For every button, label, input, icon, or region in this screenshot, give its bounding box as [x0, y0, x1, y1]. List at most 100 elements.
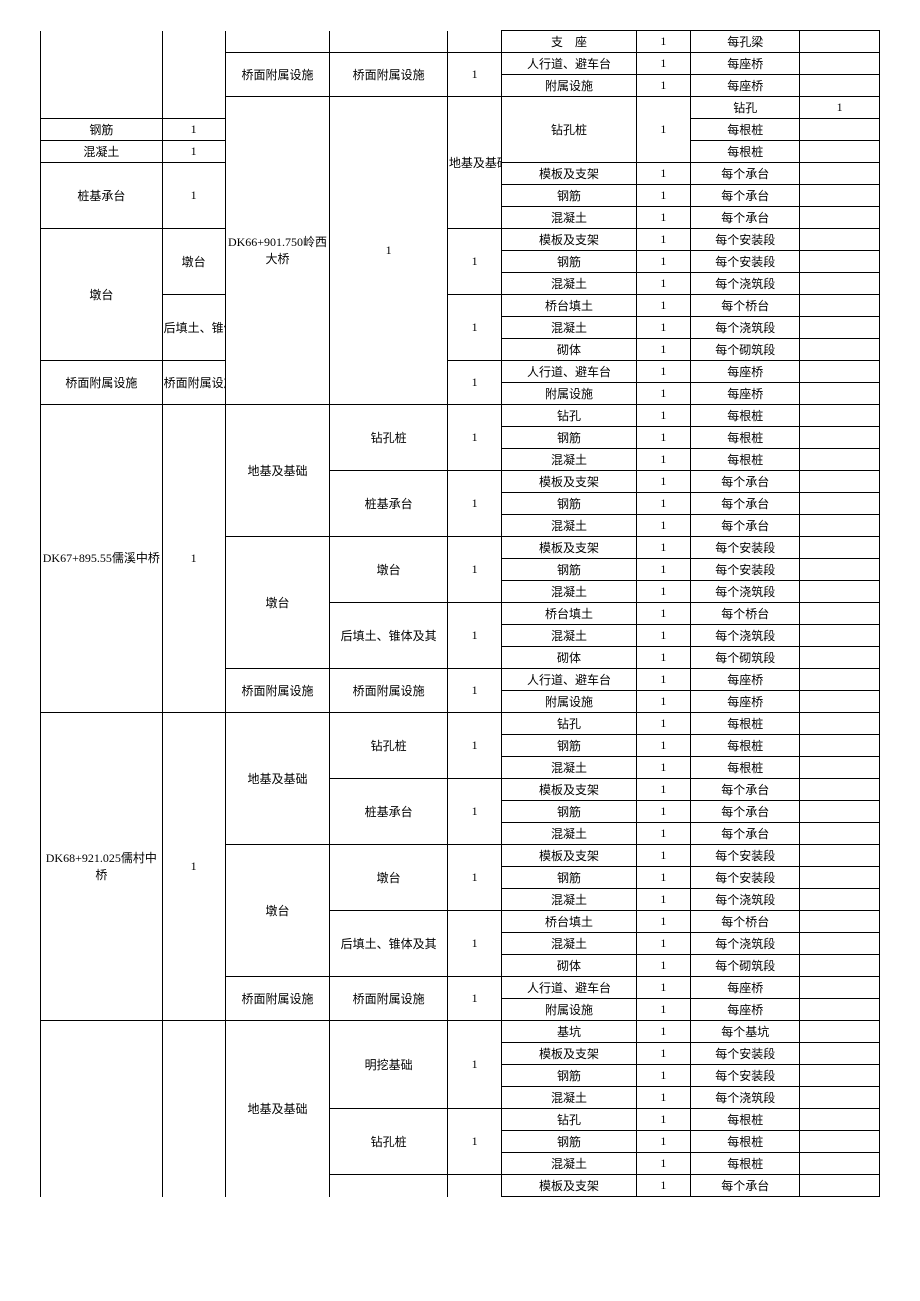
group-name: 桥面附属设施 — [225, 53, 330, 97]
sub-qty: 1 — [447, 53, 502, 97]
sub-qty: 1 — [447, 229, 502, 295]
item-name: 混凝土 — [502, 449, 636, 471]
item-name: 附属设施 — [502, 999, 636, 1021]
item-extra — [800, 625, 880, 647]
item-name: 人行道、避车台 — [502, 53, 636, 75]
item-qty: 1 — [636, 317, 691, 339]
item-extra — [800, 75, 880, 97]
item-name: 混凝土 — [502, 515, 636, 537]
item-qty: 1 — [636, 823, 691, 845]
item-qty: 1 — [800, 97, 880, 119]
item-extra — [800, 977, 880, 999]
item-qty: 1 — [636, 1065, 691, 1087]
sub-name: 桩基承台 — [330, 471, 447, 537]
item-extra — [800, 537, 880, 559]
section-id: DK66+901.750岭西大桥 — [225, 97, 330, 405]
item-extra — [800, 757, 880, 779]
sub-qty: 1 — [447, 669, 502, 713]
item-qty: 1 — [636, 53, 691, 75]
item-extra — [800, 691, 880, 713]
item-qty: 1 — [162, 141, 225, 163]
item-qty: 1 — [636, 999, 691, 1021]
item-unit: 每个砌筑段 — [691, 339, 800, 361]
sub-name: 后填土、锥体及其 — [330, 911, 447, 977]
item-unit: 每座桥 — [691, 669, 800, 691]
item-unit: 每个承台 — [691, 1175, 800, 1197]
item-qty: 1 — [636, 669, 691, 691]
item-unit: 每个浇筑段 — [691, 1087, 800, 1109]
section-id: DK67+895.55儒溪中桥 — [41, 405, 163, 713]
item-qty: 1 — [636, 471, 691, 493]
group-name: 桥面附属设施 — [41, 361, 163, 405]
sub-qty: 1 — [447, 713, 502, 779]
table-body: 支 座1每孔梁桥面附属设施桥面附属设施1人行道、避车台1每座桥附属设施1每座桥D… — [41, 31, 880, 1197]
item-unit: 每座桥 — [691, 691, 800, 713]
item-unit: 每个安装段 — [691, 559, 800, 581]
item-extra — [800, 669, 880, 691]
section-id — [41, 31, 163, 119]
item-qty: 1 — [636, 581, 691, 603]
sub-name: 钻孔桩 — [330, 1109, 447, 1175]
item-extra — [800, 999, 880, 1021]
item-qty: 1 — [636, 405, 691, 427]
sub-name: 明挖基础 — [330, 1021, 447, 1109]
sub-name: 桩基承台 — [41, 163, 163, 229]
item-qty: 1 — [162, 119, 225, 141]
item-unit: 每个浇筑段 — [691, 317, 800, 339]
item-extra — [800, 735, 880, 757]
sub-qty: 1 — [447, 471, 502, 537]
group-name — [225, 31, 330, 53]
item-unit: 每个砌筑段 — [691, 955, 800, 977]
item-qty: 1 — [636, 889, 691, 911]
sub-qty: 1 — [447, 911, 502, 977]
item-extra — [800, 779, 880, 801]
item-name: 模板及支架 — [502, 163, 636, 185]
item-name: 砌体 — [502, 955, 636, 977]
item-name: 模板及支架 — [502, 471, 636, 493]
group-name: 墩台 — [225, 537, 330, 669]
item-name: 模板及支架 — [502, 1175, 636, 1197]
sub-qty — [447, 31, 502, 53]
item-unit: 每个桥台 — [691, 295, 800, 317]
group-name: 墩台 — [225, 845, 330, 977]
item-name: 混凝土 — [502, 273, 636, 295]
item-extra — [800, 1065, 880, 1087]
item-unit: 每根桩 — [691, 405, 800, 427]
item-name: 钢筋 — [502, 1065, 636, 1087]
item-qty: 1 — [636, 295, 691, 317]
item-qty: 1 — [636, 229, 691, 251]
group-name: 地基及基础 — [225, 1021, 330, 1197]
item-name: 人行道、避车台 — [502, 977, 636, 999]
item-extra — [800, 1109, 880, 1131]
item-name: 模板及支架 — [502, 1043, 636, 1065]
item-extra — [800, 581, 880, 603]
item-qty: 1 — [636, 1087, 691, 1109]
item-extra — [800, 1021, 880, 1043]
item-unit: 每个浇筑段 — [691, 625, 800, 647]
item-unit: 每个桥台 — [691, 911, 800, 933]
item-extra — [800, 405, 880, 427]
item-unit: 每根桩 — [691, 1153, 800, 1175]
group-name: 桥面附属设施 — [225, 977, 330, 1021]
item-qty: 1 — [636, 185, 691, 207]
item-extra — [800, 493, 880, 515]
group-name: 地基及基础 — [225, 713, 330, 845]
item-unit: 每个承台 — [691, 515, 800, 537]
item-qty: 1 — [636, 603, 691, 625]
item-qty: 1 — [636, 977, 691, 999]
item-name: 桥台填土 — [502, 911, 636, 933]
item-extra — [800, 119, 880, 141]
item-unit: 每个基坑 — [691, 1021, 800, 1043]
item-name: 钻孔 — [502, 713, 636, 735]
item-name: 钢筋 — [502, 427, 636, 449]
item-name: 基坑 — [502, 1021, 636, 1043]
sub-qty: 1 — [447, 977, 502, 1021]
group-name: 墩台 — [41, 229, 163, 361]
sub-name: 墩台 — [330, 845, 447, 911]
item-qty: 1 — [636, 955, 691, 977]
item-unit: 每根桩 — [691, 141, 800, 163]
item-qty: 1 — [636, 273, 691, 295]
item-name: 钢筋 — [502, 867, 636, 889]
item-extra — [800, 515, 880, 537]
item-extra — [800, 427, 880, 449]
